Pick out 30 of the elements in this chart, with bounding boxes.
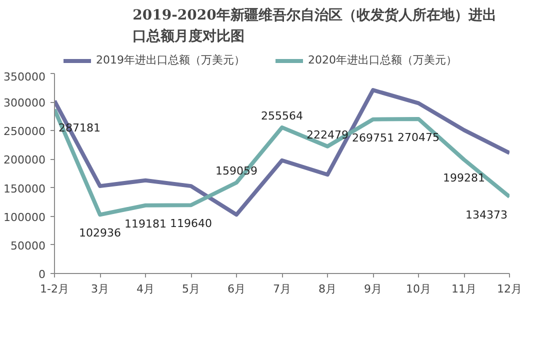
chart-title: 2019-2020年新疆维吾尔自治区（收发货人所在地）进出口总额月度对比图 xyxy=(132,6,496,44)
x-tick-label: 6月 xyxy=(228,282,246,296)
y-tick-label: 300000 xyxy=(4,96,46,110)
legend-label: 2020年进出口总额（万美元） xyxy=(308,52,457,68)
x-tick-label: 12月 xyxy=(497,282,522,296)
data-label: 134373 xyxy=(466,208,508,222)
legend-label: 2019年进出口总额（万美元） xyxy=(96,52,245,68)
x-tick-label: 5月 xyxy=(182,282,200,296)
y-tick-label: 150000 xyxy=(4,182,46,196)
y-tick-label: 50000 xyxy=(10,239,46,252)
x-tick-label: 9月 xyxy=(364,282,382,296)
x-tick-label: 1-2月 xyxy=(40,282,69,296)
data-label: 119181 xyxy=(124,217,167,230)
x-tick-label: 4月 xyxy=(136,282,154,296)
x-tick-label: 7月 xyxy=(273,282,291,296)
data-label: 119640 xyxy=(170,217,212,230)
data-label: 269751 xyxy=(352,131,394,144)
data-label: 255564 xyxy=(261,109,304,122)
data-label: 102936 xyxy=(79,226,122,240)
data-label: 270475 xyxy=(398,130,440,144)
x-tick-label: 10月 xyxy=(406,282,431,296)
x-tick-label: 11月 xyxy=(452,282,476,296)
x-tick-label: 3月 xyxy=(91,282,109,296)
y-tick-label: 350000 xyxy=(4,70,46,84)
data-label: 199281 xyxy=(443,172,486,185)
x-tick-label: 8月 xyxy=(318,282,336,296)
y-tick-label: 100000 xyxy=(4,210,46,224)
y-tick-label: 250000 xyxy=(4,125,46,138)
y-tick-label: 200000 xyxy=(4,154,46,167)
y-tick-label: 0 xyxy=(38,268,46,281)
